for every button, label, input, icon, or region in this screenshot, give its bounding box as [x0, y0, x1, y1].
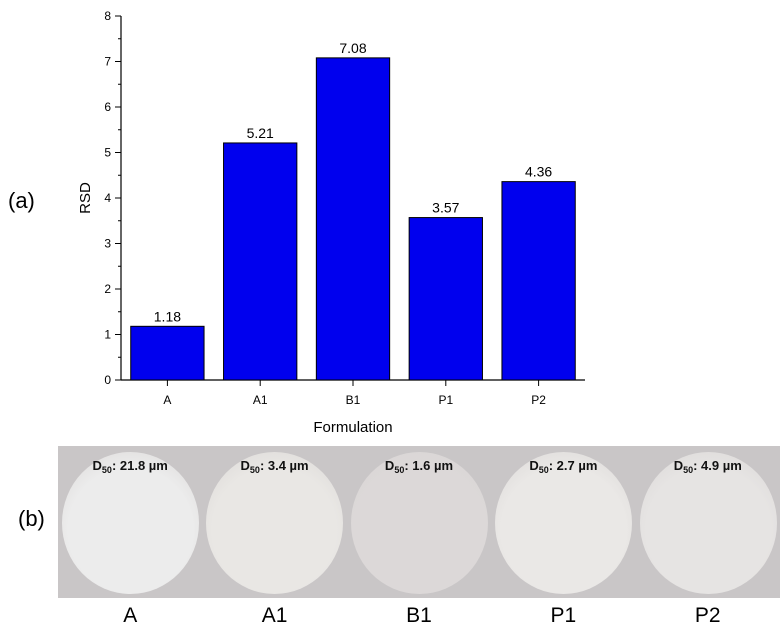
- d50-label: D50: 4.9 µm: [673, 458, 742, 475]
- chart-bars: [130, 57, 576, 381]
- d50-label: D50: 1.6 µm: [384, 458, 454, 475]
- panel-label-b: (b): [18, 506, 45, 531]
- photo-b1: D50: 1.6 µm: [346, 446, 492, 598]
- bar: [223, 142, 298, 381]
- x-tick-label: P2: [531, 393, 546, 407]
- data-label: 5.21: [247, 125, 274, 141]
- x-tick-label: A: [163, 393, 171, 407]
- photo-p1: D50: 2.7 µm: [491, 446, 636, 598]
- powder-disc: [350, 452, 488, 594]
- y-tick-label: 3: [104, 237, 111, 251]
- x-tick-label: B1: [346, 393, 361, 407]
- bar: [408, 217, 483, 381]
- y-tick-label: 4: [104, 191, 111, 205]
- d50-label: D50: 3.4 µm: [240, 458, 309, 475]
- d50-label: D50: 21.8 µm: [92, 458, 168, 475]
- d50-label: D50: 2.7 µm: [529, 458, 598, 475]
- x-tick-label: A1: [253, 393, 268, 407]
- photo-name: B1: [406, 604, 432, 627]
- bar: [315, 57, 391, 381]
- y-tick-label: 1: [104, 328, 111, 342]
- bar: [501, 181, 576, 381]
- x-axis-title: Formulation: [313, 419, 392, 436]
- powder-disc: [639, 452, 777, 594]
- bar: [130, 325, 205, 381]
- photo-a: D50: 21.8 µm: [58, 446, 203, 598]
- photo-name: A: [123, 604, 138, 627]
- powder-disc: [62, 452, 199, 594]
- photo-name: P2: [694, 604, 721, 627]
- photo-names: A A1 B1 P1 P2: [58, 604, 780, 632]
- photo-name: A1: [261, 604, 288, 627]
- y-tick-label: 0: [104, 373, 111, 387]
- photo-p2: D50: 4.9 µm: [635, 446, 780, 598]
- panel-label-a: (a): [8, 188, 35, 213]
- data-label: 1.18: [154, 308, 181, 324]
- data-label: 4.36: [525, 164, 552, 180]
- y-tick-label: 2: [104, 282, 111, 296]
- chart-axes: 0 1 2 3 4 5 6 7 8 A A1 B1 P1 P2 Formulation RSD: [77, 9, 585, 436]
- photo-name: P1: [550, 604, 577, 627]
- y-tick-label: 6: [104, 100, 111, 114]
- y-tick-label: 5: [104, 146, 111, 160]
- powder-disc: [495, 452, 633, 594]
- photo-a1: D50: 3.4 µm: [202, 446, 347, 598]
- y-axis-title: RSD: [77, 182, 94, 214]
- powder-photo-strip: D50: 21.8 µm D50: 3.4 µm D50: 1.6 µm D50…: [58, 446, 780, 598]
- powder-disc: [206, 452, 344, 594]
- x-tick-label: P1: [438, 393, 453, 407]
- data-label: 3.57: [432, 200, 459, 216]
- data-label: 7.08: [339, 40, 366, 56]
- rsd-bar-chart: 0 1 2 3 4 5 6 7 8 A A1 B1 P1 P2 Formulation RSD 1.18 5.2…: [77, 9, 585, 436]
- y-tick-label: 8: [104, 9, 111, 23]
- y-tick-label: 7: [104, 55, 111, 69]
- chart-data-labels: 1.18 5.21 7.08 3.57 4.36: [154, 40, 553, 324]
